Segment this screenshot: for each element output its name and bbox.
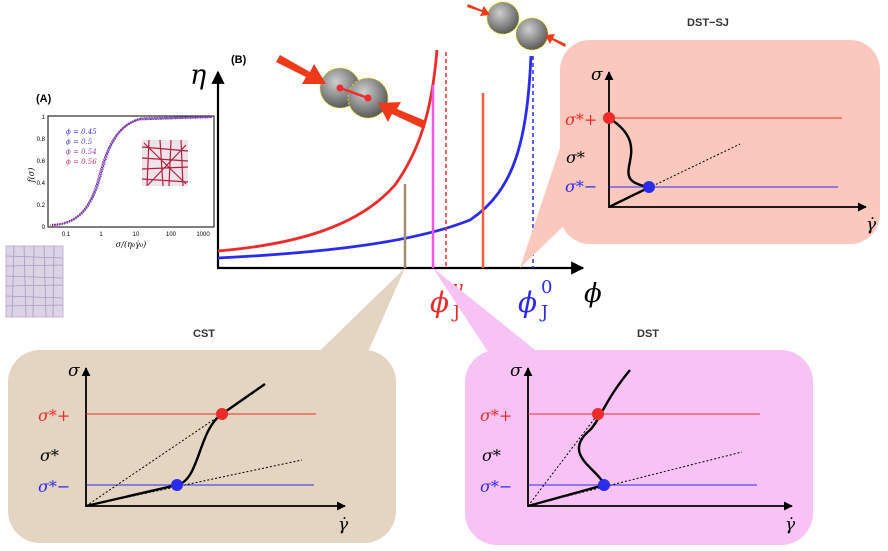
dst-sj-sigma-minus-label: σ*−	[565, 177, 597, 196]
cst-upper-point	[216, 408, 228, 420]
dst-sj-gammadot-label: γ̇	[866, 215, 877, 235]
frictional-contact-illustration	[276, 55, 426, 128]
cst-gammadot-label: γ̇	[338, 515, 349, 535]
dst-sj-sigma-label: σ	[591, 65, 603, 85]
y-tick-5: 1	[42, 115, 46, 121]
x-tick-2: 10	[133, 232, 140, 238]
force-network-image	[141, 139, 189, 187]
cst-lower-point	[171, 479, 183, 491]
panel-a-xlabel: σ/(η₀γ̇₀)	[116, 240, 146, 249]
small-arrow-right	[545, 34, 566, 47]
panel-a-x-ticks: 0.1 1 10 100 1000	[62, 232, 211, 238]
dst-gammadot-label: γ̇	[785, 515, 796, 535]
inset-dst-sj-title: DST−SJ	[687, 17, 729, 29]
small-arrow-left	[467, 4, 490, 16]
panel-a: (A) 0 0.2 0.4 0.6 0.8 1 0.1 1 10 100 100…	[5, 93, 215, 318]
compression-arrow-left	[276, 55, 326, 84]
panel-b-xlabel: ϕ	[584, 279, 602, 309]
dst-flow-curve	[527, 369, 631, 508]
phi-j-mu-symbol: ϕ	[430, 286, 449, 319]
cst-dotted-line-upper	[85, 413, 223, 507]
inset-dst-callout	[433, 268, 560, 370]
y-tick-1: 0.2	[37, 203, 46, 209]
dst-sj-flow-curve	[608, 116, 655, 209]
inset-dst: DST σ γ̇ σ*+ σ* σ*−	[433, 268, 813, 545]
contact-point-right	[364, 94, 372, 102]
dst-sj-sigma-plus-label: σ*+	[565, 110, 597, 129]
legend-phi-045: ϕ = 0.45	[66, 128, 97, 136]
cst-sigma-plus-label: σ*+	[38, 406, 70, 425]
legend-phi-056: ϕ = 0.56	[66, 158, 97, 166]
x-tick-1: 1	[99, 232, 103, 238]
cst-sigma-label: σ	[68, 361, 80, 381]
panel-a-y-ticks: 0 0.2 0.4 0.6 0.8 1	[37, 115, 46, 231]
y-tick-2: 0.4	[37, 181, 46, 187]
particle-top-left	[486, 1, 520, 35]
dst-sj-sigma-star-label: σ*	[566, 148, 585, 167]
cst-sigma-star-label: σ*	[40, 446, 59, 465]
panel-a-legend: ϕ = 0.45 ϕ = 0.5 ϕ = 0.54 ϕ = 0.56	[66, 128, 97, 166]
phi-j-0-superscript: 0	[541, 277, 552, 298]
dst-sj-upper-point	[603, 112, 615, 124]
phi-j-0-label: ϕ 0 J	[518, 277, 552, 323]
y-tick-0: 0	[42, 225, 46, 231]
dst-dotted-line-upper	[527, 413, 599, 507]
particle-packing-image	[5, 245, 64, 318]
dst-sj-lower-point	[643, 181, 655, 193]
dst-sigma-minus-label: σ*−	[480, 477, 512, 496]
frictionless-contact-illustration	[467, 1, 566, 51]
x-tick-3: 100	[166, 232, 177, 238]
viscosity-curve-frictionless	[217, 55, 533, 260]
dst-sigma-star-label: σ*	[482, 446, 501, 465]
contact-bond	[339, 86, 369, 100]
panel-b: (B) η ϕ ϕ μ J ϕ 0 J	[190, 1, 602, 323]
contact-point-left	[336, 84, 344, 92]
y-tick-3: 0.6	[37, 159, 46, 165]
x-tick-4: 1000	[196, 232, 210, 238]
x-tick-0: 0.1	[62, 232, 71, 238]
particle-top-right	[515, 17, 549, 51]
legend-phi-05: ϕ = 0.5	[66, 138, 93, 146]
phi-j-mu-superscript: μ	[452, 277, 464, 298]
inset-dst-sj: DST−SJ σ γ̇ σ*+ σ* σ*−	[520, 17, 880, 268]
inset-cst: CST σ γ̇ σ*+ σ* σ*−	[8, 268, 405, 543]
dst-sigma-label: σ	[510, 361, 522, 381]
phi-j-mu-subscript: J	[451, 302, 460, 323]
panel-a-ylabel: f(σ)	[27, 168, 36, 184]
inset-dst-background	[465, 350, 813, 545]
inset-dst-sj-background	[560, 40, 880, 244]
viscosity-curve-frictional	[217, 49, 439, 253]
compression-arrow-right	[378, 102, 426, 128]
dst-upper-point	[592, 408, 604, 420]
panel-b-ylabel: η	[190, 60, 206, 91]
phi-j-0-symbol: ϕ	[518, 286, 537, 319]
inset-cst-callout	[300, 268, 405, 370]
panel-b-label: (B)	[231, 54, 247, 66]
distribution-curve-3	[49, 116, 213, 226]
y-tick-4: 0.8	[37, 137, 46, 143]
phi-j-mu-label: ϕ μ J	[430, 277, 464, 323]
phi-j-0-subscript: J	[539, 302, 548, 323]
dst-sigma-plus-label: σ*+	[480, 406, 512, 425]
inset-cst-title: CST	[193, 328, 215, 340]
dst-lower-point	[598, 479, 610, 491]
panel-a-label: (A)	[36, 93, 52, 105]
cst-sigma-minus-label: σ*−	[38, 477, 70, 496]
inset-dst-title: DST	[637, 328, 659, 340]
distribution-curve-1	[51, 115, 213, 227]
legend-phi-054: ϕ = 0.54	[66, 148, 97, 156]
panel-a-plot-frame	[47, 115, 215, 228]
